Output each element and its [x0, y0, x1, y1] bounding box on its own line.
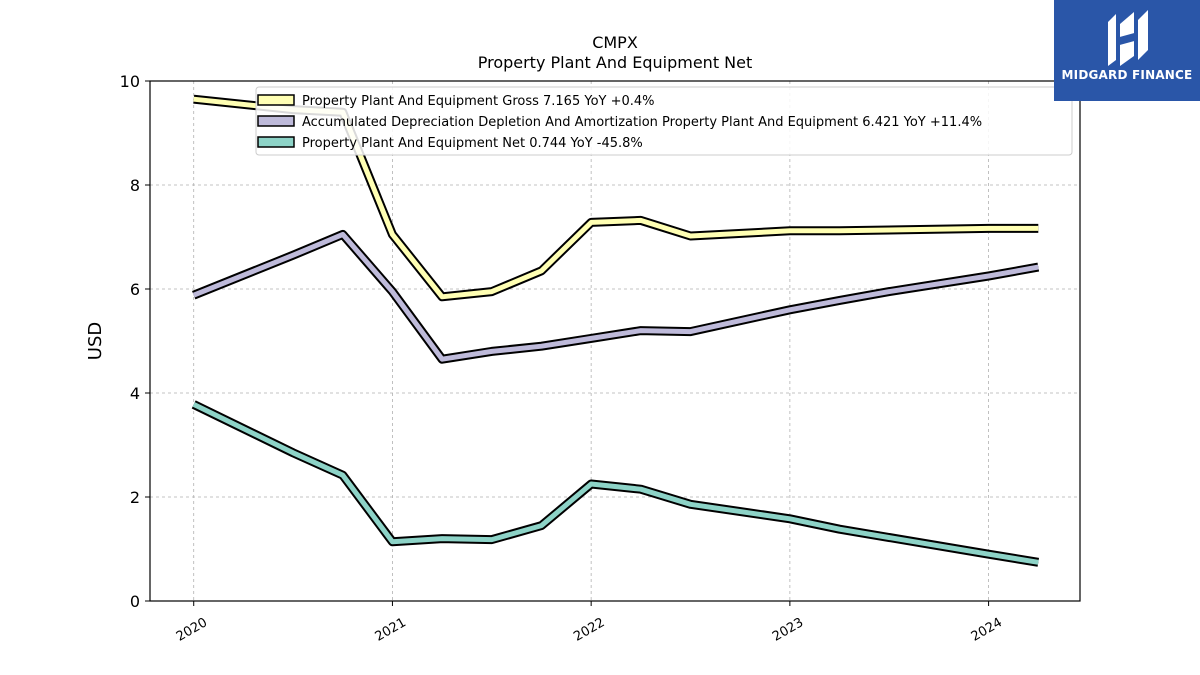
y-tick-label: 0: [130, 592, 140, 611]
brand-logo: MIDGARD FINANCE: [1054, 0, 1200, 101]
series-line-outline: [192, 229, 1040, 364]
plot-frame: [149, 80, 1081, 602]
legend-label: Accumulated Depreciation Depletion And A…: [302, 115, 982, 130]
axes: 0 2 4 6 8 10 2020 2021 2022 2023 2024: [120, 72, 1005, 645]
brand-name: MIDGARD FINANCE: [1061, 68, 1193, 82]
legend: Property Plant And Equipment Gross 7.165…: [255, 86, 1073, 156]
series-line-outline: [191, 400, 1040, 567]
legend-label: Property Plant And Equipment Net 0.744 Y…: [302, 136, 643, 151]
chart-subtitle: Property Plant And Equipment Net: [478, 53, 753, 72]
legend-swatch: [257, 136, 295, 148]
y-tick-label: 2: [130, 488, 140, 507]
y-tick-label: 6: [130, 280, 140, 299]
x-tick-label: 2020: [174, 615, 210, 645]
legend-box: [255, 86, 1073, 156]
chart-title: CMPX: [592, 33, 638, 52]
x-tick-label: 2023: [770, 615, 806, 645]
y-tick-label: 10: [120, 72, 140, 91]
legend-swatch: [257, 115, 295, 127]
x-tick-label: 2024: [969, 615, 1005, 645]
series-line: [192, 231, 1039, 362]
series-line: [192, 402, 1039, 565]
legend-label: Property Plant And Equipment Gross 7.165…: [302, 94, 655, 109]
series-layer: [191, 94, 1040, 567]
grid: [150, 80, 1080, 602]
midgard-logo-icon: [1108, 10, 1148, 66]
y-axis-label: USD: [85, 322, 106, 360]
legend-swatch: [257, 94, 295, 106]
x-tick-label: 2021: [373, 615, 409, 645]
x-tick-label: 2022: [571, 615, 607, 645]
y-tick-label: 4: [130, 384, 140, 403]
y-tick-label: 8: [130, 176, 140, 195]
